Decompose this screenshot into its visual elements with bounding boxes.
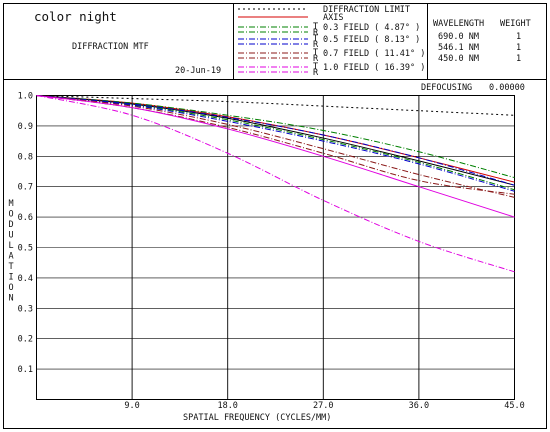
y-axis-label-char: L [8,241,13,251]
wavelength-3: 450.0 NM [438,54,479,64]
wavelength-header: WAVELENGTH [433,19,484,29]
y-tick-label: 0.2 [18,335,33,345]
legend-tr-t: T [313,34,318,44]
date: 20-Jun-19 [175,66,221,76]
y-tick-label: 0.3 [18,304,33,314]
y-axis-label-char: D [8,220,13,230]
weight-1: 1 [516,32,521,42]
y-tick-label: 0.6 [18,213,33,223]
legend-tr-r: R [313,28,319,38]
y-axis-label-char: I [8,273,13,283]
y-axis-label-char: O [8,210,13,220]
y-tick-label: 0.1 [18,365,33,375]
series-line [36,95,515,218]
legend-tr-r: R [313,40,319,50]
x-tick-label: 18.0 [217,401,237,411]
plot-title: DIFFRACTION MTF [72,42,149,52]
series-line [36,95,515,179]
y-axis-label-char: U [8,231,13,241]
legend-label: 0.3 FIELD ( 4.87° ) [323,23,420,33]
wavelength-1: 690.0 NM [438,32,479,42]
x-tick-labels: 9.0 18.0 27.0 36.0 45.0 [124,401,524,411]
y-axis-label-char: T [8,262,13,272]
y-tick-label: 0.5 [18,244,33,254]
defocusing-label: DEFOCUSING [421,83,472,93]
y-axis-label-char: O [8,283,13,293]
legend-label: 0.5 FIELD ( 8.13° ) [323,35,420,45]
weight-2: 1 [516,43,521,53]
wavelength-2: 546.1 NM [438,43,479,53]
x-tick-label: 9.0 [124,401,139,411]
legend-label: DIFFRACTION LIMIT [323,5,410,15]
x-tick-label: 36.0 [409,401,429,411]
y-axis-label-char: M [8,199,13,209]
legend-tr-t: T [313,62,318,72]
y-tick-labels: 0.1 0.2 0.3 0.4 0.5 0.6 0.7 0.8 0.9 1.0 [18,92,33,376]
legend-tr-r: R [313,68,319,78]
x-tick-label: 27.0 [313,401,333,411]
weight-header: WEIGHT [500,19,531,29]
series-line [36,95,515,186]
outer-frame [3,3,547,429]
series-line [36,95,515,273]
y-tick-label: 0.4 [18,274,33,284]
legend-label: 0.7 FIELD ( 11.41° ) [323,49,425,59]
series-line [36,95,515,116]
y-axis-label-char: N [8,294,13,304]
x-tick-label: 45.0 [504,401,524,411]
series-line [36,95,515,192]
defocusing-value: 0.00000 [489,83,525,93]
legend-tr-t: T [313,22,318,32]
x-axis-label: SPATIAL FREQUENCY (CYCLES/MM) [183,413,331,423]
weight-3: 1 [516,54,521,64]
grid [36,95,515,400]
legend-tr-r: R [313,54,319,64]
legend-label: AXIS [323,13,343,23]
lens-name: color night [34,9,117,24]
legend-tr-t: T [313,48,318,58]
series-line [36,95,515,183]
y-tick-label: 1.0 [18,92,33,102]
series-line [36,95,515,195]
y-tick-label: 0.9 [18,122,33,132]
series-line [36,95,515,198]
y-tick-label: 0.7 [18,183,33,193]
y-tick-label: 0.8 [18,152,33,162]
series-lines [36,95,515,273]
legend-label: 1.0 FIELD ( 16.39° ) [323,63,425,73]
y-axis-label-char: A [8,252,13,262]
